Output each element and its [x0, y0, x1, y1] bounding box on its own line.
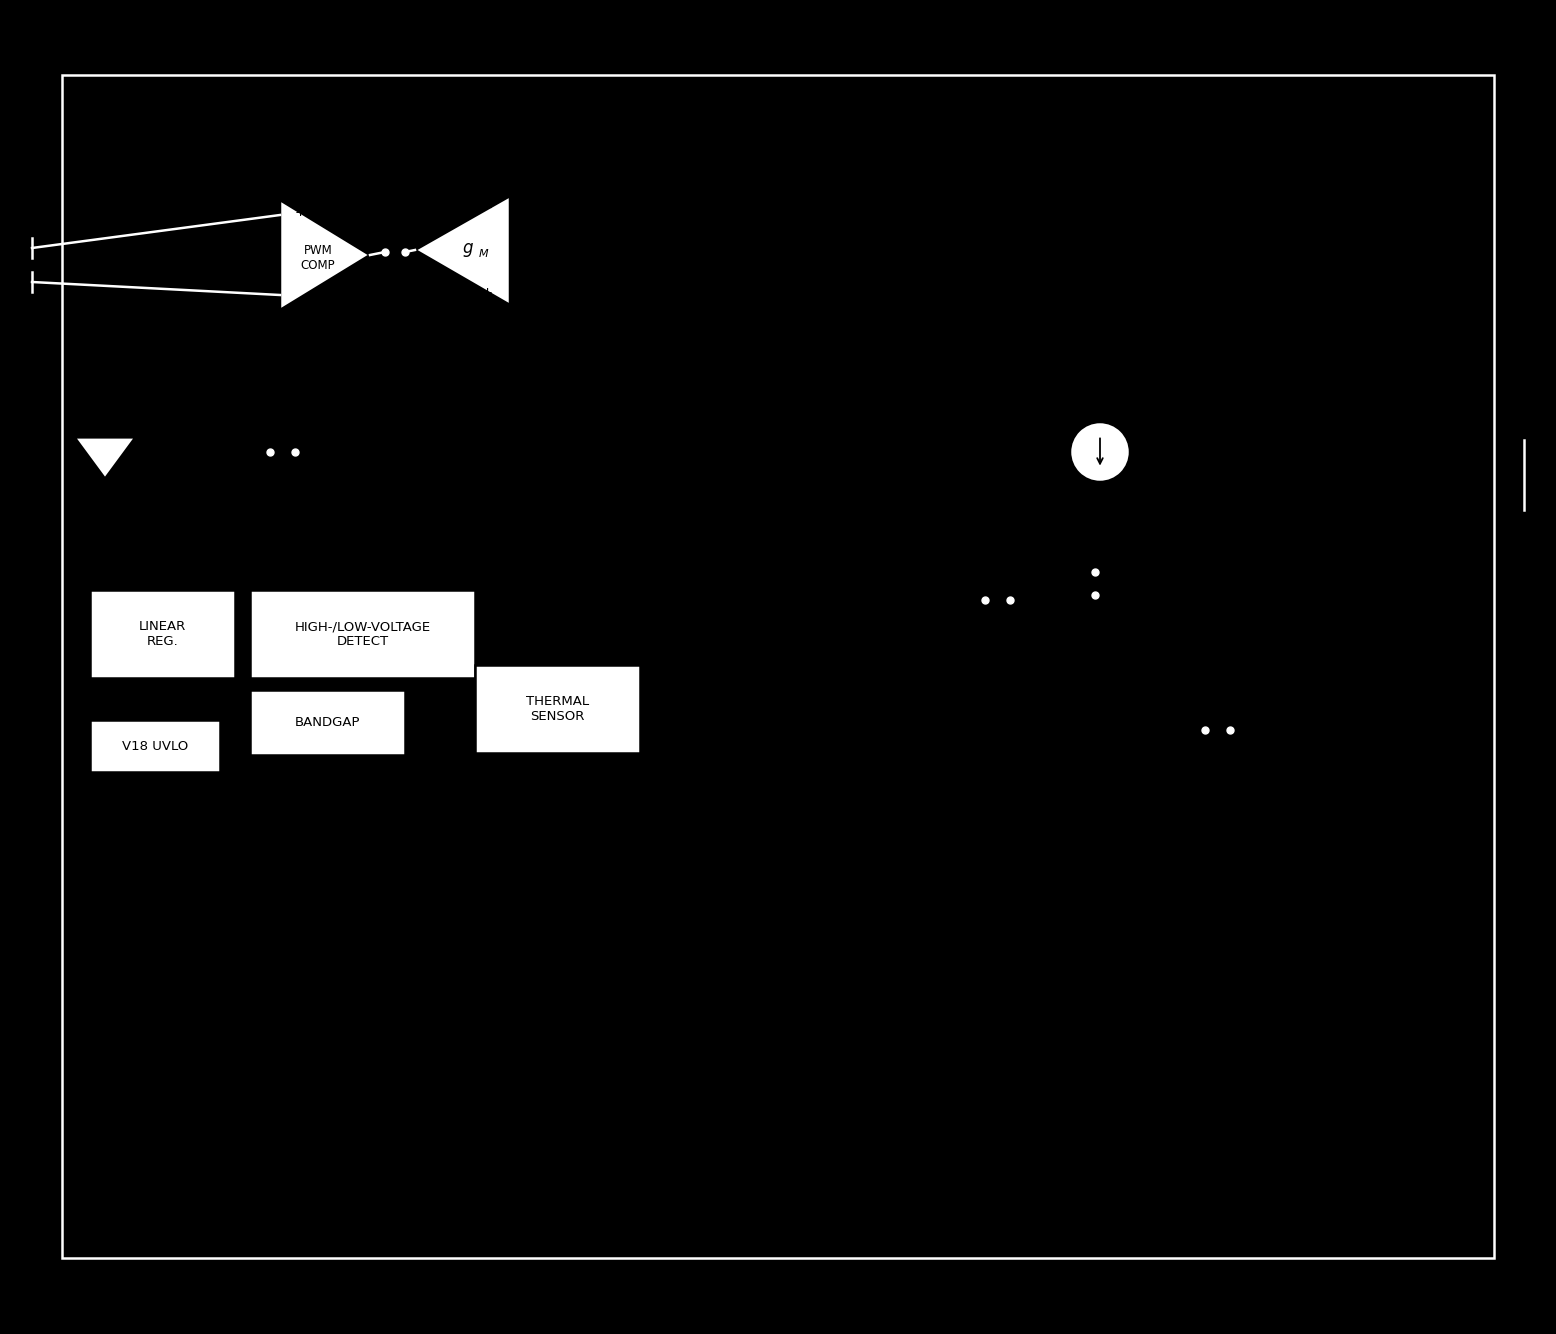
Circle shape — [1071, 422, 1130, 482]
Polygon shape — [76, 439, 132, 476]
Text: +: + — [296, 207, 307, 220]
Text: g: g — [462, 239, 473, 257]
Text: V18 UVLO: V18 UVLO — [121, 739, 188, 752]
Bar — [475, 666, 640, 752]
Bar — [251, 590, 475, 678]
Bar — [90, 720, 219, 772]
Text: PWM
COMP: PWM COMP — [300, 244, 335, 272]
Text: BANDGAP: BANDGAP — [294, 716, 361, 728]
Text: THERMAL
SENSOR: THERMAL SENSOR — [526, 695, 590, 723]
Text: LINEAR
REG.: LINEAR REG. — [138, 620, 187, 648]
Bar — [90, 590, 235, 678]
Polygon shape — [280, 200, 370, 309]
Text: −: − — [296, 293, 307, 307]
Bar — [62, 75, 1494, 1258]
Text: −: − — [482, 201, 493, 215]
Text: M: M — [479, 249, 489, 259]
Text: +: + — [482, 287, 493, 300]
Polygon shape — [415, 196, 510, 305]
Bar — [251, 690, 405, 755]
Text: HIGH-/LOW-VOLTAGE
DETECT: HIGH-/LOW-VOLTAGE DETECT — [294, 620, 431, 648]
